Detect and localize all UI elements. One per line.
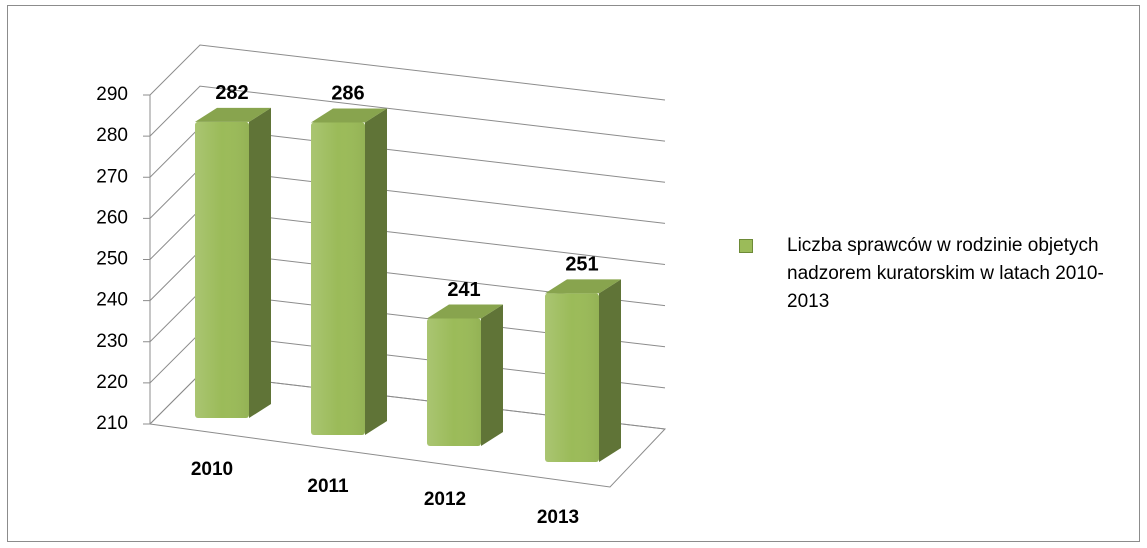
x-tick-label: 2010 [191,459,233,480]
y-tick-label: 260 [96,207,128,228]
bar-top-shade [545,279,621,294]
x-tick-label: 2013 [537,507,579,528]
bar-top [195,107,271,122]
bar-top-shade [427,304,503,319]
bar-side-shade [599,279,621,462]
y-tick-label: 220 [96,372,128,393]
y-tick-label: 290 [96,84,128,105]
bar-top [427,304,503,319]
bar-side [249,107,271,419]
grid-line [149,44,666,101]
y-tick-label: 280 [96,125,128,146]
bar-side-shade [249,107,271,419]
y-tick-label: 210 [96,413,128,434]
data-label: 251 [565,254,598,276]
grid-line [149,85,666,142]
bar-side-shade [481,304,503,446]
y-tick-label: 250 [96,249,128,270]
bar-side [481,304,503,446]
bar-top [311,108,387,123]
bar-shine [195,121,249,419]
bar-top-shade [195,107,271,122]
bar-top [545,279,621,294]
frame [7,5,1140,542]
bar-shine [311,122,365,435]
bar-side [599,279,621,462]
legend: Liczba sprawców w rodzinie objetych nadz… [739,232,1119,316]
bar-shine [427,318,481,446]
bar-side [365,108,387,435]
y-tick-label: 230 [96,331,128,352]
bar-side-shade [365,108,387,435]
data-label: 241 [447,279,480,301]
x-tick-label: 2012 [424,489,466,510]
y-tick-label: 270 [96,166,128,187]
bar-top-shade [311,108,387,123]
data-label: 286 [331,83,364,105]
bar-shine [545,293,599,462]
x-tick-label: 2011 [307,476,349,497]
y-tick-label: 240 [96,290,128,311]
legend-swatch [739,239,753,253]
legend-label: Liczba sprawców w rodzinie objetych nadz… [787,235,1104,312]
data-label: 282 [215,82,248,104]
